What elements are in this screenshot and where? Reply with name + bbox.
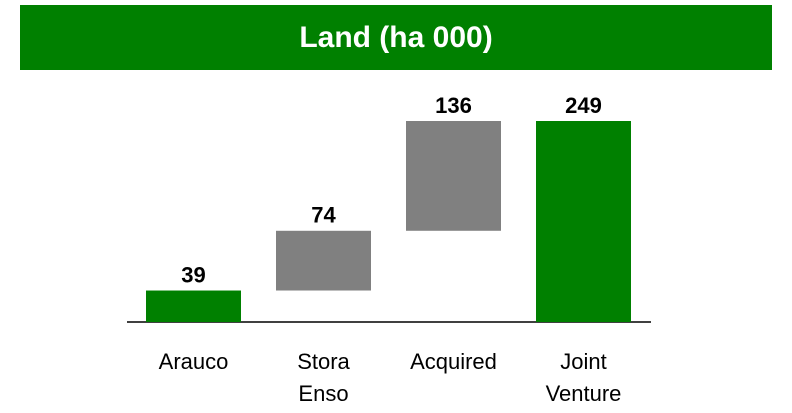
category-label: Acquired [410,349,497,374]
bar [146,290,241,322]
chart-title: Land (ha 000) [299,21,492,54]
bar [536,121,631,322]
bar [406,121,501,231]
title-bar [20,5,772,70]
bar [276,230,371,291]
category-label: Stora Enso [297,349,350,406]
value-label: 136 [435,93,472,118]
value-label: 249 [565,93,602,118]
value-label: 39 [181,262,205,287]
value-label: 74 [311,203,336,228]
category-label: Arauco [159,349,229,374]
category-label: Joint Venture [546,349,622,406]
